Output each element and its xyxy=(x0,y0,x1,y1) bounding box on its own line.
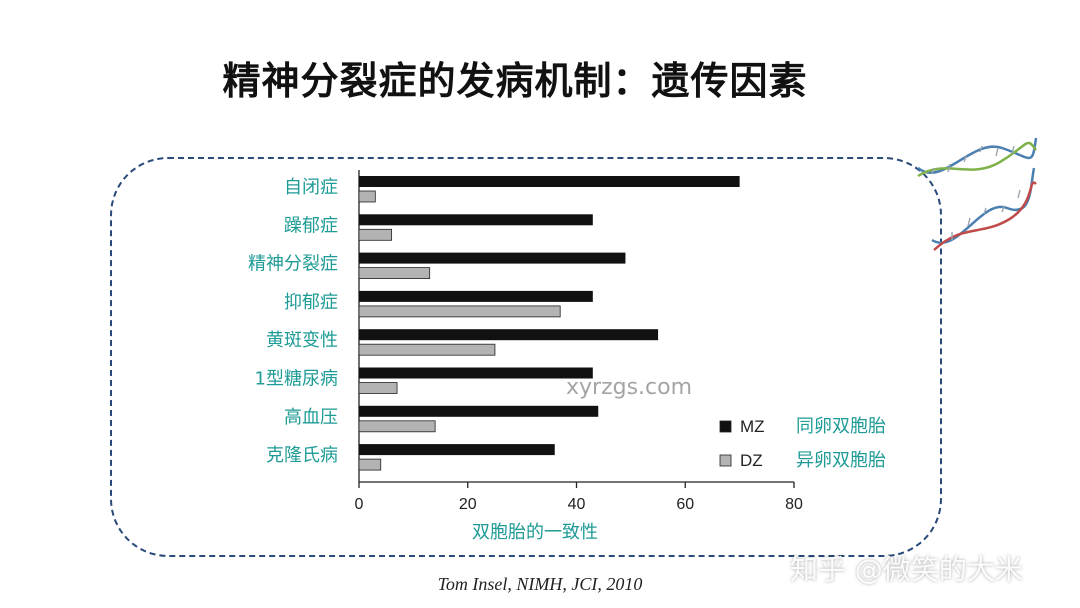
category-label: 精神分裂症 xyxy=(248,254,338,275)
x-tick-label: 40 xyxy=(568,496,586,513)
category-label: 高血压 xyxy=(284,407,338,428)
x-tick-label: 0 xyxy=(355,496,364,513)
category-label: 1型糖尿病 xyxy=(255,369,338,390)
bar-dz xyxy=(358,267,431,280)
bar-mz xyxy=(359,176,740,187)
legend-label-cn-dz: 异卵双胞胎 xyxy=(796,450,886,471)
bar-mz xyxy=(359,367,593,379)
category-label: 躁郁症 xyxy=(284,215,338,236)
legend-label-dz: DZ xyxy=(740,451,763,470)
citation: Tom Insel, NIMH, JCI, 2010 xyxy=(437,574,643,594)
bar-mz xyxy=(359,329,659,341)
slide-title: 精神分裂症的发病机制：遗传因素 xyxy=(222,59,808,103)
bar-mz xyxy=(359,444,555,456)
legend-label-mz: MZ xyxy=(740,417,765,436)
bar-dz xyxy=(358,420,436,433)
x-tick-label: 80 xyxy=(785,496,803,513)
bar-mz xyxy=(359,214,593,226)
bar-dz xyxy=(358,458,382,471)
watermark-corner: 知乎 @微笑的大米 xyxy=(790,553,1023,586)
bar-mz xyxy=(359,252,626,264)
legend-label-cn-mz: 同卵双胞胎 xyxy=(796,416,886,437)
dashed-frame xyxy=(110,157,942,557)
bar-dz xyxy=(358,305,561,318)
bar-dz xyxy=(358,190,376,203)
x-tick-label: 60 xyxy=(676,496,694,513)
legend-swatch-mz xyxy=(719,420,732,433)
bar-mz xyxy=(359,405,599,417)
bar-mz xyxy=(359,290,593,302)
bar-dz xyxy=(358,228,393,241)
category-label: 克隆氏病 xyxy=(266,445,338,466)
watermark-center: xyrzgs.com xyxy=(566,375,693,400)
x-axis-label: 双胞胎的一致性 xyxy=(472,522,598,543)
category-label: 自闭症 xyxy=(284,177,338,198)
dna-helix-icon xyxy=(917,137,1038,251)
bar-dz xyxy=(358,382,398,394)
bar-dz xyxy=(358,343,496,356)
legend-swatch-dz xyxy=(719,454,732,467)
category-label: 抑郁症 xyxy=(284,292,338,313)
category-label: 黄斑变性 xyxy=(266,330,338,351)
x-tick-label: 20 xyxy=(459,496,477,513)
